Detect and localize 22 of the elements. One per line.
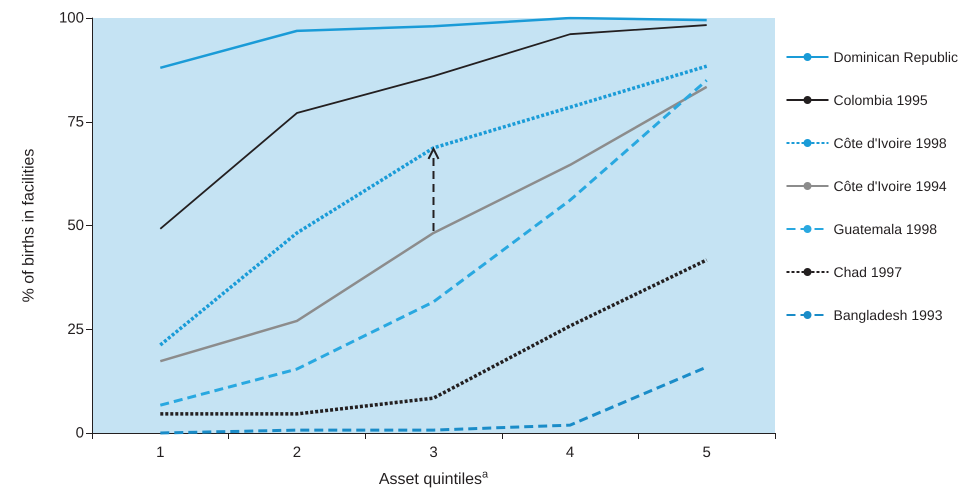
y-tick-label: 25 (67, 320, 84, 338)
y-tick-label: 100 (58, 10, 84, 26)
line-series (159, 16, 708, 70)
x-tick-label: 4 (566, 444, 574, 461)
legend-label: Dominican Republic (833, 49, 958, 65)
y-tick-label: 50 (67, 217, 84, 234)
line-series (158, 78, 708, 407)
y-tick-label: 0 (76, 424, 84, 442)
legend-label: Côte d'Ivoire 1994 (833, 178, 947, 194)
x-tick-label: 3 (429, 444, 438, 461)
x-tick-label: 1 (156, 444, 164, 461)
x-tick-label: 5 (702, 444, 711, 461)
legend-label: Colombia 1995 (833, 92, 928, 108)
x-tick-label: 2 (292, 444, 302, 461)
legend-label: Chad 1997 (833, 264, 902, 280)
y-axis-title: % of births in facilities (20, 148, 38, 302)
line-series (158, 258, 708, 416)
y-tick-label: 75 (67, 113, 84, 130)
legend-label: Guatemala 1998 (833, 221, 938, 237)
legend-label: Côte d'Ivoire 1998 (833, 135, 947, 151)
line-series (159, 24, 708, 230)
legend-label: Bangladesh 1993 (833, 307, 943, 323)
